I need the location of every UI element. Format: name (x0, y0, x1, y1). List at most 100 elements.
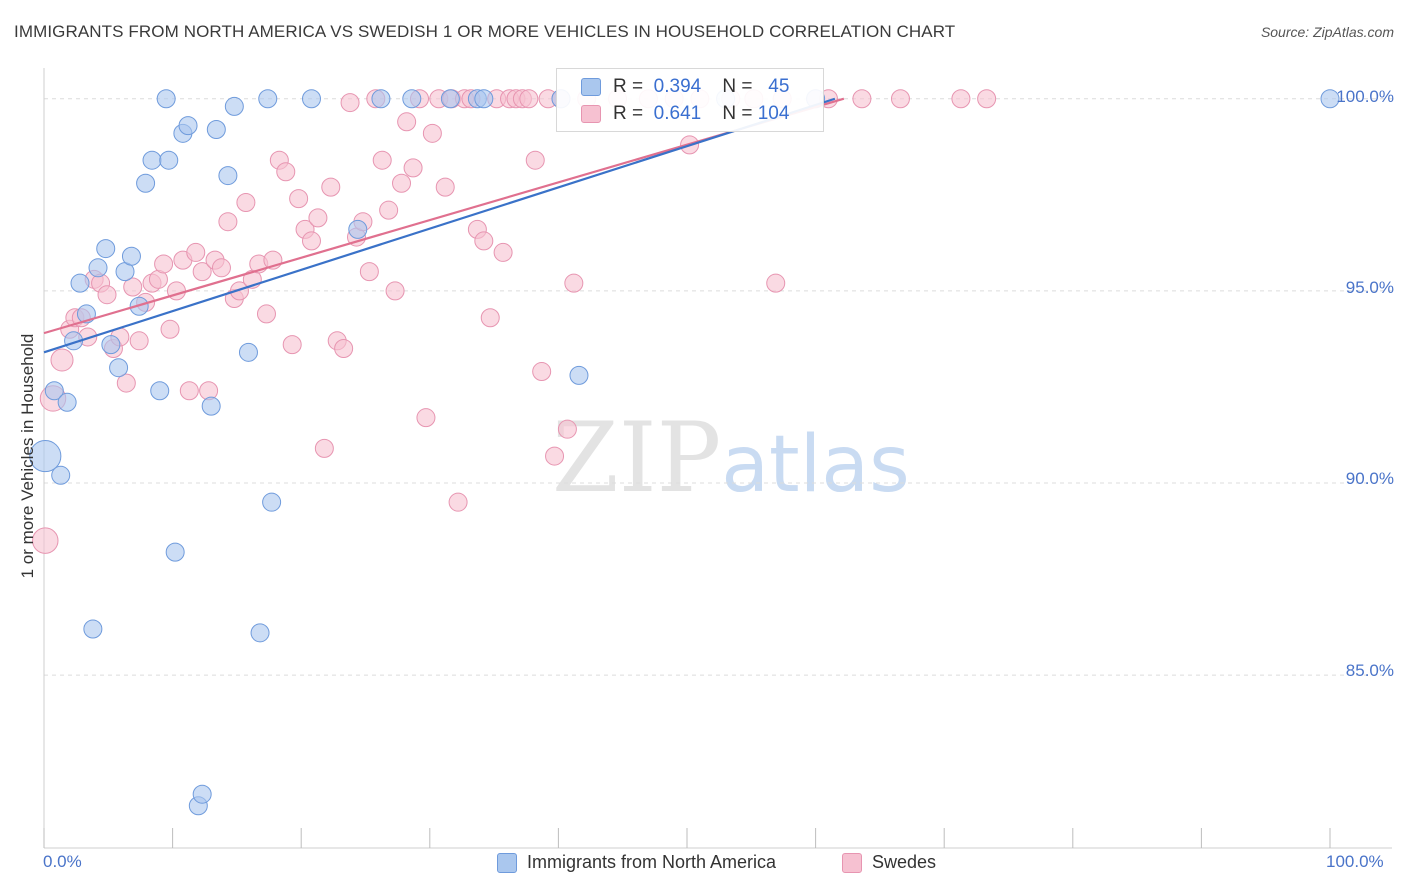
n-label: N = (722, 76, 753, 97)
swedes-point (236, 192, 256, 212)
swedes-point (334, 338, 354, 358)
swedes-point (379, 200, 399, 220)
swedes-point (951, 89, 971, 109)
stats-legend: R = 0.394 N = 45 R = 0.641 N = 104 (556, 68, 824, 132)
immigrants-point (150, 381, 170, 401)
y-tick-label: 95.0% (1345, 278, 1394, 297)
r-value: 0.394 (653, 76, 702, 97)
swedes-point (301, 231, 321, 251)
immigrants-point (121, 246, 141, 266)
immigrants-point (371, 89, 391, 109)
immigrants-point (192, 784, 212, 804)
chart-title: IMMIGRANTS FROM NORTH AMERICA VS SWEDISH… (14, 22, 956, 41)
immigrants-point (109, 358, 129, 378)
axis-layer (43, 68, 1392, 849)
trend-layer (43, 97, 845, 354)
swedes-point (977, 89, 997, 109)
immigrants-points (29, 89, 1340, 816)
grid-layer (44, 98, 1392, 676)
swedes-point (192, 262, 212, 282)
pink-swatch-icon (581, 105, 601, 123)
immigrants-point (156, 89, 176, 109)
legend-item-immigrants[interactable]: Immigrants from North America (497, 852, 776, 873)
immigrants-point (136, 173, 156, 193)
swedes-point (289, 189, 309, 209)
swedes-point (276, 162, 296, 182)
swedes-point (493, 242, 513, 262)
immigrants-trend-line (43, 97, 836, 354)
swedes-point (97, 285, 117, 305)
immigrants-point (178, 116, 198, 136)
swedes-point (211, 258, 231, 278)
immigrants-point (96, 239, 116, 259)
swedes-point (116, 373, 136, 393)
immigrants-point (44, 381, 64, 401)
swedes-point (372, 150, 392, 170)
y-tick-label: 85.0% (1345, 661, 1394, 680)
swedes-point (282, 335, 302, 355)
immigrants-point (142, 150, 162, 170)
swedes-point (160, 319, 180, 339)
swedes-point (532, 362, 552, 382)
swedes-point (321, 177, 341, 197)
n-value: 45 (768, 76, 790, 97)
watermark-atlas: atlas (721, 420, 910, 510)
swedes-point (890, 89, 910, 109)
watermark: ZIPatlas (552, 402, 910, 514)
immigrants-point (57, 392, 77, 412)
immigrants-point (1320, 89, 1340, 109)
watermark-zip: ZIP (552, 402, 722, 514)
swedes-point (852, 89, 872, 109)
immigrants-point (440, 89, 460, 109)
swedes-point (525, 150, 545, 170)
immigrants-point (88, 258, 108, 278)
immigrants-point (206, 119, 226, 139)
legend-label: Swedes (872, 852, 937, 872)
n-value: 104 (757, 103, 790, 124)
swedes-point (545, 446, 565, 466)
swedes-point (519, 89, 539, 109)
swedes-point (397, 112, 417, 132)
immigrants-point (29, 439, 62, 473)
immigrants-point (159, 150, 179, 170)
immigrants-point (250, 623, 270, 643)
swedes-point (154, 254, 174, 274)
swedes-point (435, 177, 455, 197)
r-label: R = (613, 103, 644, 124)
swedes-point (474, 231, 494, 251)
swedes-point (403, 158, 423, 178)
immigrants-point (262, 492, 282, 512)
swedes-point (340, 93, 360, 113)
immigrants-point (70, 273, 90, 293)
pink-swatch-icon (842, 852, 862, 873)
immigrants-point (165, 542, 185, 562)
immigrants-point (51, 465, 71, 485)
immigrants-point (348, 219, 368, 239)
legend-item-swedes[interactable]: Swedes (842, 852, 936, 873)
swedes-point (359, 262, 379, 282)
swedes-point (179, 381, 199, 401)
swedes-point (229, 281, 249, 301)
swedes-point (123, 277, 143, 297)
immigrants-point (402, 89, 422, 109)
swedes-point (564, 273, 584, 293)
swedes-point (308, 208, 328, 228)
immigrants-point (101, 335, 121, 355)
swedes-point (129, 331, 149, 351)
y-axis-label: 1 or more Vehicles in Household (18, 333, 37, 579)
immigrants-point (301, 89, 321, 109)
n-label: N = (722, 103, 753, 124)
swedes-point (480, 308, 500, 328)
swedes-point (186, 242, 206, 262)
swedes-point (50, 348, 74, 372)
x-tick-label-min: 0.0% (43, 852, 82, 871)
legend-label: Immigrants from North America (527, 852, 777, 872)
x-tick-label-max: 100.0% (1326, 852, 1384, 871)
r-label: R = (613, 76, 644, 97)
swedes-point (32, 527, 59, 554)
swedes-point (392, 173, 412, 193)
swedes-point (314, 438, 334, 458)
swedes-point (557, 419, 577, 439)
blue-swatch-icon (497, 852, 517, 873)
